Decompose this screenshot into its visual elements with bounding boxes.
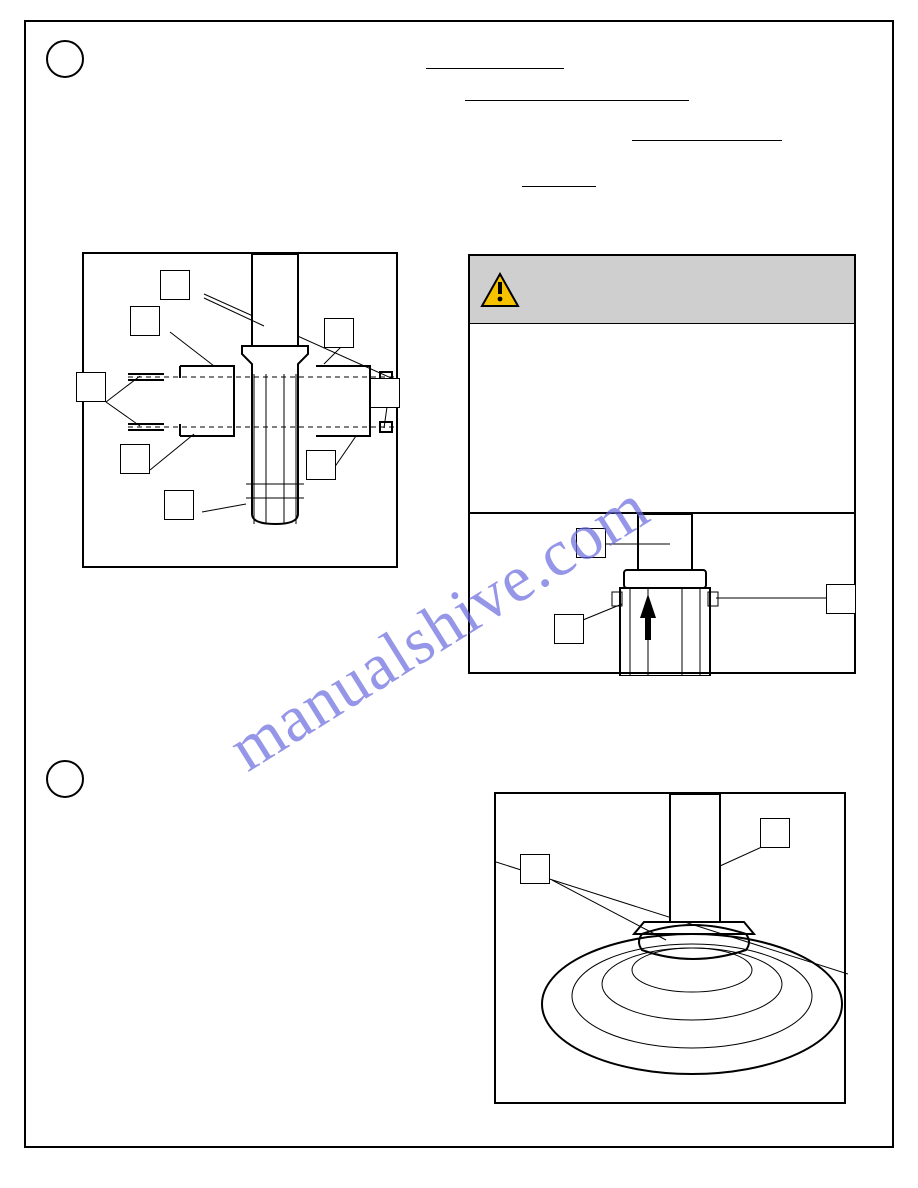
- callout-box: [324, 318, 354, 348]
- hole-punch-marker: [46, 760, 84, 798]
- callout-box: [826, 584, 856, 614]
- bracket-assembly-illustration: [84, 254, 400, 570]
- callout-box: [130, 306, 160, 336]
- warning-icon: [480, 272, 520, 308]
- callout-box: [306, 450, 336, 480]
- header-rule: [465, 100, 689, 101]
- figure-base-mound: [494, 792, 846, 1104]
- header-rule: [522, 186, 596, 187]
- callout-box: [164, 490, 194, 520]
- callout-box: [76, 372, 106, 402]
- figure-bracket-assembly: [82, 252, 398, 568]
- warning-header: [470, 256, 854, 324]
- callout-box: [160, 270, 190, 300]
- figure-warning-panel: [468, 254, 856, 674]
- hole-punch-marker: [46, 40, 84, 78]
- callout-box: [120, 444, 150, 474]
- callout-box: [370, 378, 400, 408]
- callout-box: [576, 528, 606, 558]
- base-mound-illustration: [496, 794, 848, 1106]
- header-rule: [426, 68, 564, 69]
- header-rule: [632, 140, 782, 141]
- callout-box: [520, 854, 550, 884]
- callout-box: [760, 818, 790, 848]
- callout-box: [554, 614, 584, 644]
- warning-pole-illustration: [470, 514, 858, 676]
